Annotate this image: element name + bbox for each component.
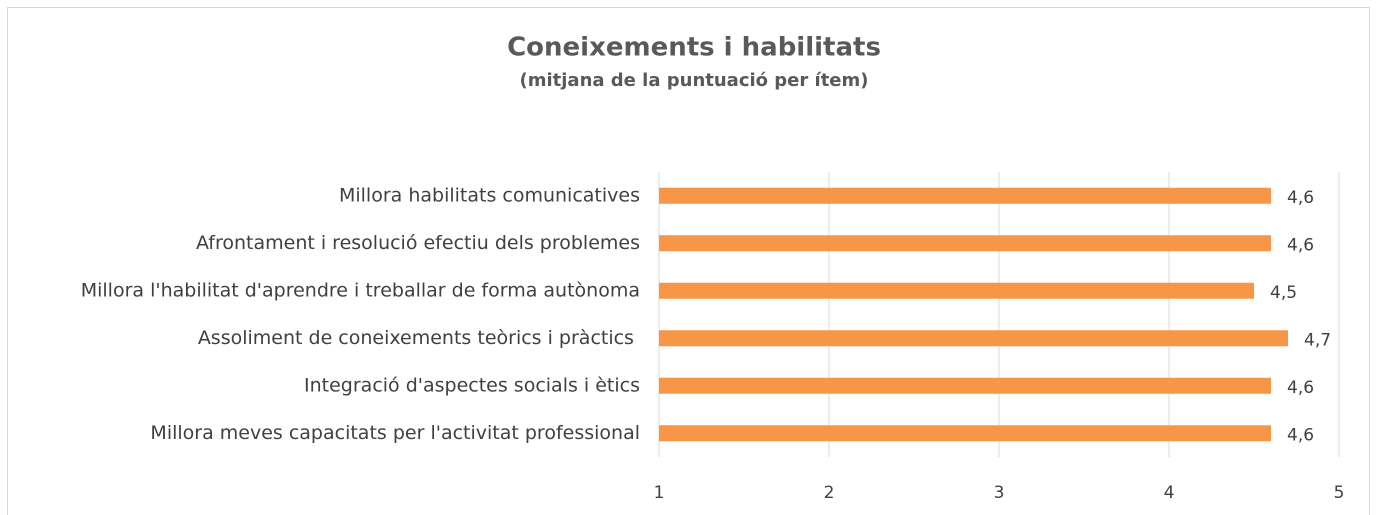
value-label: 4,6 xyxy=(1287,235,1314,255)
bar xyxy=(659,425,1271,442)
x-tick-label: 3 xyxy=(994,483,1005,503)
category-label: Afrontament i resolució efectiu dels pro… xyxy=(196,232,640,254)
bar xyxy=(659,187,1271,204)
x-tick-label: 1 xyxy=(654,483,665,503)
bar xyxy=(659,330,1288,347)
x-tick-label: 2 xyxy=(824,483,835,503)
x-tick-label: 5 xyxy=(1334,483,1345,503)
value-label: 4,5 xyxy=(1270,283,1297,303)
category-label: Millora meves capacitats per l'activitat… xyxy=(150,422,640,444)
chart-subtitle: (mitjana de la puntuació per ítem) xyxy=(520,70,869,91)
category-label: Millora l'habilitat d'aprendre i treball… xyxy=(81,279,640,301)
value-label: 4,6 xyxy=(1287,378,1314,398)
bar xyxy=(659,377,1271,394)
x-tick-label: 4 xyxy=(1164,483,1175,503)
value-label: 4,6 xyxy=(1287,188,1314,208)
value-label: 4,7 xyxy=(1304,330,1331,350)
chart-title: Coneixements i habilitats xyxy=(507,33,881,63)
category-label: Integració d'aspectes socials i ètics xyxy=(304,374,640,396)
category-label: Millora habilitats comunicatives xyxy=(339,184,640,206)
value-label: 4,6 xyxy=(1287,425,1314,445)
category-label: Assoliment de coneixements teòrics i prà… xyxy=(198,327,640,349)
bar xyxy=(659,235,1271,252)
bar xyxy=(659,282,1254,299)
